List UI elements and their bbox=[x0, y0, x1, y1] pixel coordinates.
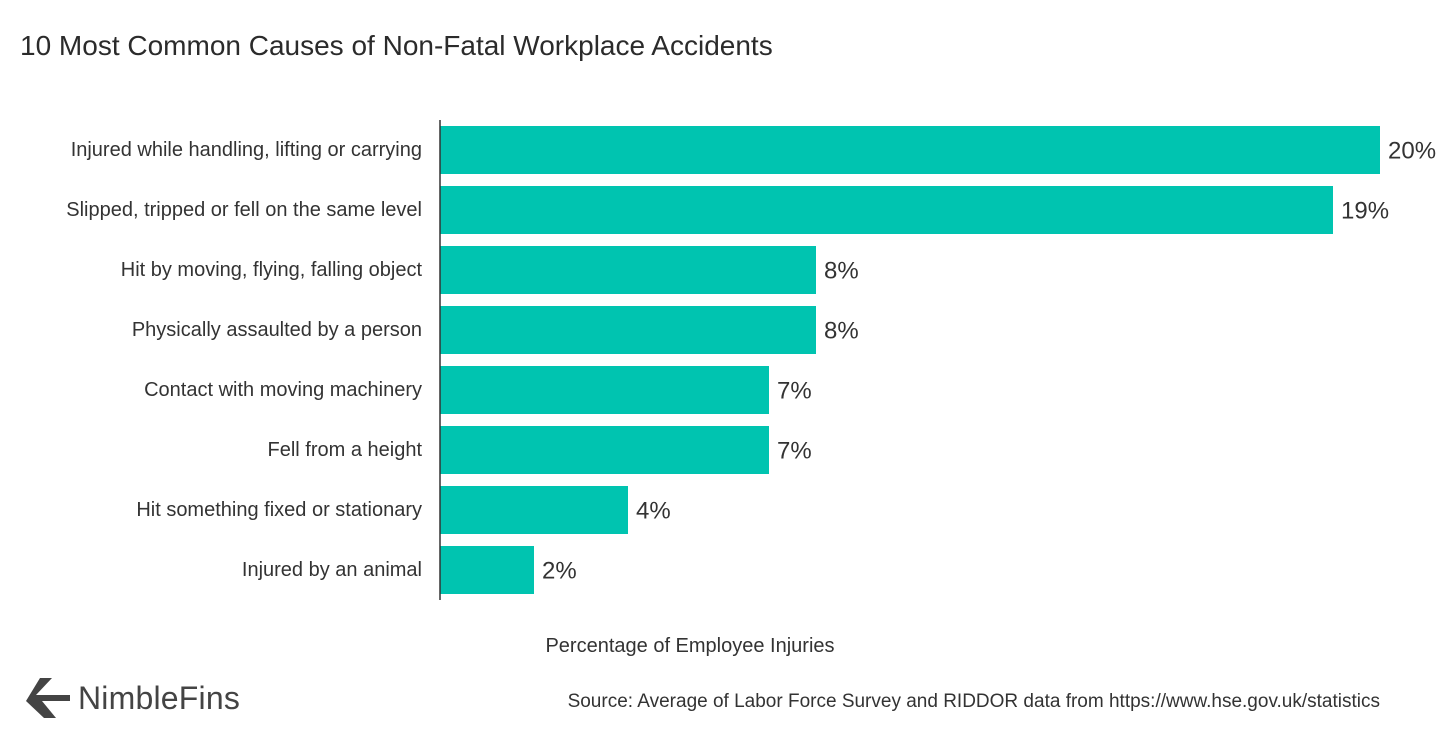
value-label-3: 8% bbox=[824, 318, 859, 345]
brand-name: NimbleFins bbox=[78, 679, 241, 716]
bar-6 bbox=[440, 486, 628, 534]
bar-2 bbox=[440, 246, 816, 294]
value-label-7: 2% bbox=[542, 558, 577, 585]
value-label-2: 8% bbox=[824, 258, 859, 285]
nimblefins-logo: NimbleFins bbox=[18, 676, 240, 720]
bars-layer: Injured while handling, lifting or carry… bbox=[66, 126, 1436, 594]
x-axis-label: Percentage of Employee Injuries bbox=[545, 635, 835, 657]
value-label-5: 7% bbox=[777, 438, 812, 465]
category-label-1: Slipped, tripped or fell on the same lev… bbox=[66, 199, 422, 221]
value-label-1: 19% bbox=[1341, 198, 1389, 225]
category-label-6: Hit something fixed or stationary bbox=[136, 499, 422, 521]
category-label-0: Injured while handling, lifting or carry… bbox=[71, 139, 422, 161]
chevron-left-arrow-icon bbox=[26, 678, 70, 718]
category-label-2: Hit by moving, flying, falling object bbox=[121, 259, 423, 281]
category-label-3: Physically assaulted by a person bbox=[132, 319, 422, 341]
chart-title: 10 Most Common Causes of Non-Fatal Workp… bbox=[20, 30, 773, 61]
source-note: Source: Average of Labor Force Survey an… bbox=[567, 691, 1380, 712]
bar-0 bbox=[440, 126, 1380, 174]
category-label-4: Contact with moving machinery bbox=[144, 379, 422, 401]
value-label-4: 7% bbox=[777, 378, 812, 405]
bar-1 bbox=[440, 186, 1333, 234]
value-label-6: 4% bbox=[636, 498, 671, 525]
value-label-0: 20% bbox=[1388, 138, 1436, 165]
bar-4 bbox=[440, 366, 769, 414]
category-label-7: Injured by an animal bbox=[242, 559, 422, 581]
bar-3 bbox=[440, 306, 816, 354]
category-label-5: Fell from a height bbox=[267, 439, 422, 461]
bar-5 bbox=[440, 426, 769, 474]
bar-7 bbox=[440, 546, 534, 594]
